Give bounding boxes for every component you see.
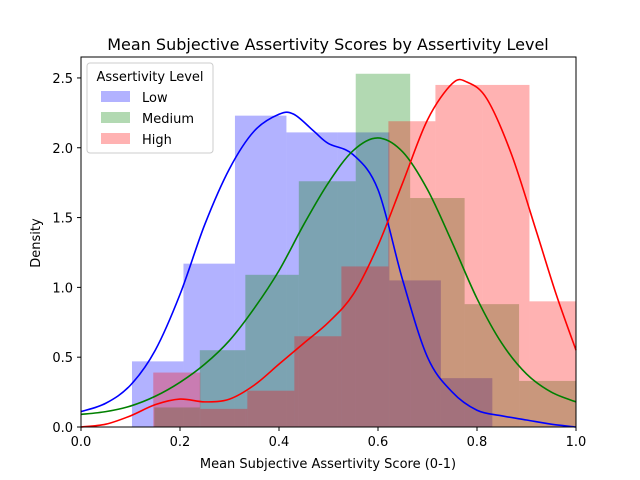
kde-line-high: [80, 78, 577, 428]
bar-high-4: [341, 266, 389, 427]
bar-high-7: [482, 84, 530, 427]
legend-label-high: High: [142, 133, 172, 148]
x-tick-label: 0.0: [71, 435, 92, 450]
bar-medium-6: [464, 304, 520, 427]
bar-high-3: [294, 336, 342, 427]
legend-swatch-high: [101, 133, 130, 144]
x-tick-label: 0.2: [170, 435, 191, 450]
y-tick-label: 0.5: [52, 351, 73, 366]
bar-medium-1: [199, 350, 246, 427]
x-tick-label: 0.8: [467, 435, 488, 450]
legend-swatch-low: [101, 91, 130, 102]
x-axis-label: Mean Subjective Assertivity Score (0-1): [200, 457, 456, 472]
bar-high-8: [529, 301, 576, 427]
bar-high-2: [247, 390, 295, 427]
y-tick-label: 2.0: [52, 142, 73, 157]
plot-frame: [80, 56, 577, 428]
kde-line-low: [80, 111, 577, 428]
y-tick-label: 0.0: [52, 421, 73, 436]
kde-curves: [80, 78, 577, 428]
y-axis-ticks: 0.0 0.5 1.0 1.5 2.0 2.5: [52, 72, 81, 436]
y-tick-label: 1.5: [52, 212, 73, 227]
bar-medium-4: [355, 73, 411, 428]
x-tick-label: 0.6: [368, 435, 389, 450]
y-axis-label: Density: [29, 218, 44, 268]
legend-label-low: Low: [142, 91, 168, 106]
legend-label-medium: Medium: [142, 112, 194, 127]
x-tick-label: 1.0: [566, 435, 587, 450]
bar-high-5: [388, 121, 436, 428]
y-tick-label: 2.5: [52, 72, 73, 87]
kde-line-medium: [80, 137, 577, 416]
bar-medium-7: [519, 380, 576, 427]
x-tick-label: 0.4: [269, 435, 290, 450]
bar-low-4: [337, 132, 390, 427]
legend-title: Assertivity Level: [96, 70, 203, 85]
bar-high-1: [200, 408, 248, 427]
legend: Assertivity Level Low Medium High: [86, 62, 214, 154]
chart-title: Mean Subjective Assertivity Scores by As…: [107, 35, 549, 54]
bar-medium-0: [154, 407, 200, 427]
legend-box: [86, 62, 214, 154]
bar-medium-2: [245, 274, 299, 427]
bar-low-5: [389, 280, 441, 427]
x-axis-ticks: 0.0 0.2 0.4 0.6 0.8 1.0: [71, 427, 587, 450]
bar-low-6: [440, 378, 493, 427]
legend-swatch-medium: [101, 112, 130, 123]
bar-medium-5: [410, 198, 465, 427]
y-tick-label: 1.0: [52, 281, 73, 296]
